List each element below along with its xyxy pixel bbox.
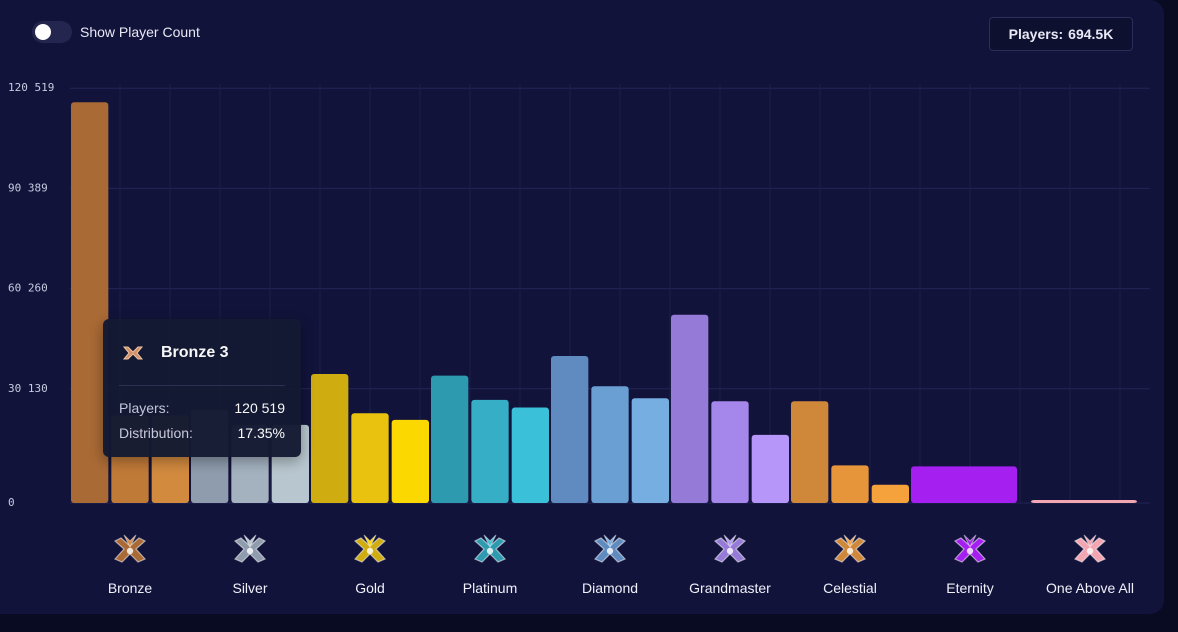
platinum-rank-icon [473,534,507,563]
bar-grandmaster-2[interactable] [711,401,749,503]
tier-label-platinum: Platinum [463,580,517,596]
bar-platinum-1[interactable] [511,407,549,503]
bar-diamond-1[interactable] [631,398,669,503]
tooltip-divider [119,385,285,386]
bar-platinum-3[interactable] [431,375,469,503]
bar-one-above-all[interactable] [1031,500,1137,503]
y-tick-label: 90 389 [8,181,48,194]
bar-celestial-2[interactable] [831,465,869,503]
bar-diamond-2[interactable] [591,386,629,503]
tier-label-one-above-all: One Above All [1046,580,1134,596]
tier-label-bronze: Bronze [108,580,153,596]
silver-rank-icon [233,534,267,563]
y-tick-label: 120 519 [8,81,54,94]
gold-rank-icon [353,534,387,563]
total-players-badge: Players: 694.5K [989,17,1133,51]
bar-bronze-3[interactable] [71,102,109,503]
one-above-all-rank-icon [1073,534,1107,563]
bar-diamond-3[interactable] [551,356,589,503]
tier-label-silver: Silver [232,580,267,596]
bar-grandmaster-1[interactable] [751,434,789,503]
bar-tooltip: Bronze 3 Players: 120 519 Distribution: … [103,319,301,457]
bronze-rank-icon [122,346,144,360]
toggle-knob [35,24,51,40]
bar-eternity[interactable] [911,466,1017,503]
tier-label-celestial: Celestial [823,580,877,596]
bar-celestial-1[interactable] [871,484,909,503]
bar-grandmaster-3[interactable] [671,314,709,503]
bar-platinum-2[interactable] [471,399,509,503]
total-players-label: Players: [1008,26,1064,42]
bar-celestial-3[interactable] [791,401,829,503]
y-tick-label: 30 130 [8,382,48,395]
diamond-rank-icon [593,534,627,563]
eternity-rank-icon [953,534,987,563]
toggle-switch[interactable] [32,21,72,43]
tooltip-players-value: 120 519 [234,400,285,416]
tooltip-distribution-value: 17.35% [237,425,285,441]
tier-label-grandmaster: Grandmaster [689,580,771,596]
toggle-label: Show Player Count [80,24,200,40]
tier-label-diamond: Diamond [582,580,638,596]
tooltip-row-distribution: Distribution: 17.35% [119,425,285,441]
tooltip-distribution-key: Distribution: [119,425,193,441]
bar-gold-2[interactable] [351,413,389,503]
y-tick-label: 0 [8,496,15,509]
show-player-count-toggle[interactable]: Show Player Count [32,20,200,44]
bar-gold-3[interactable] [311,373,349,503]
tooltip-row-players: Players: 120 519 [119,400,285,416]
grandmaster-rank-icon [713,534,747,563]
tier-label-gold: Gold [355,580,385,596]
tier-label-eternity: Eternity [946,580,993,596]
bar-gold-1[interactable] [391,419,429,503]
celestial-rank-icon [833,534,867,563]
tooltip-title: Bronze 3 [161,344,229,361]
y-tick-label: 60 260 [8,282,48,295]
total-players-value: 694.5K [1068,26,1114,42]
tooltip-players-key: Players: [119,400,170,416]
bronze-rank-icon [113,534,147,563]
